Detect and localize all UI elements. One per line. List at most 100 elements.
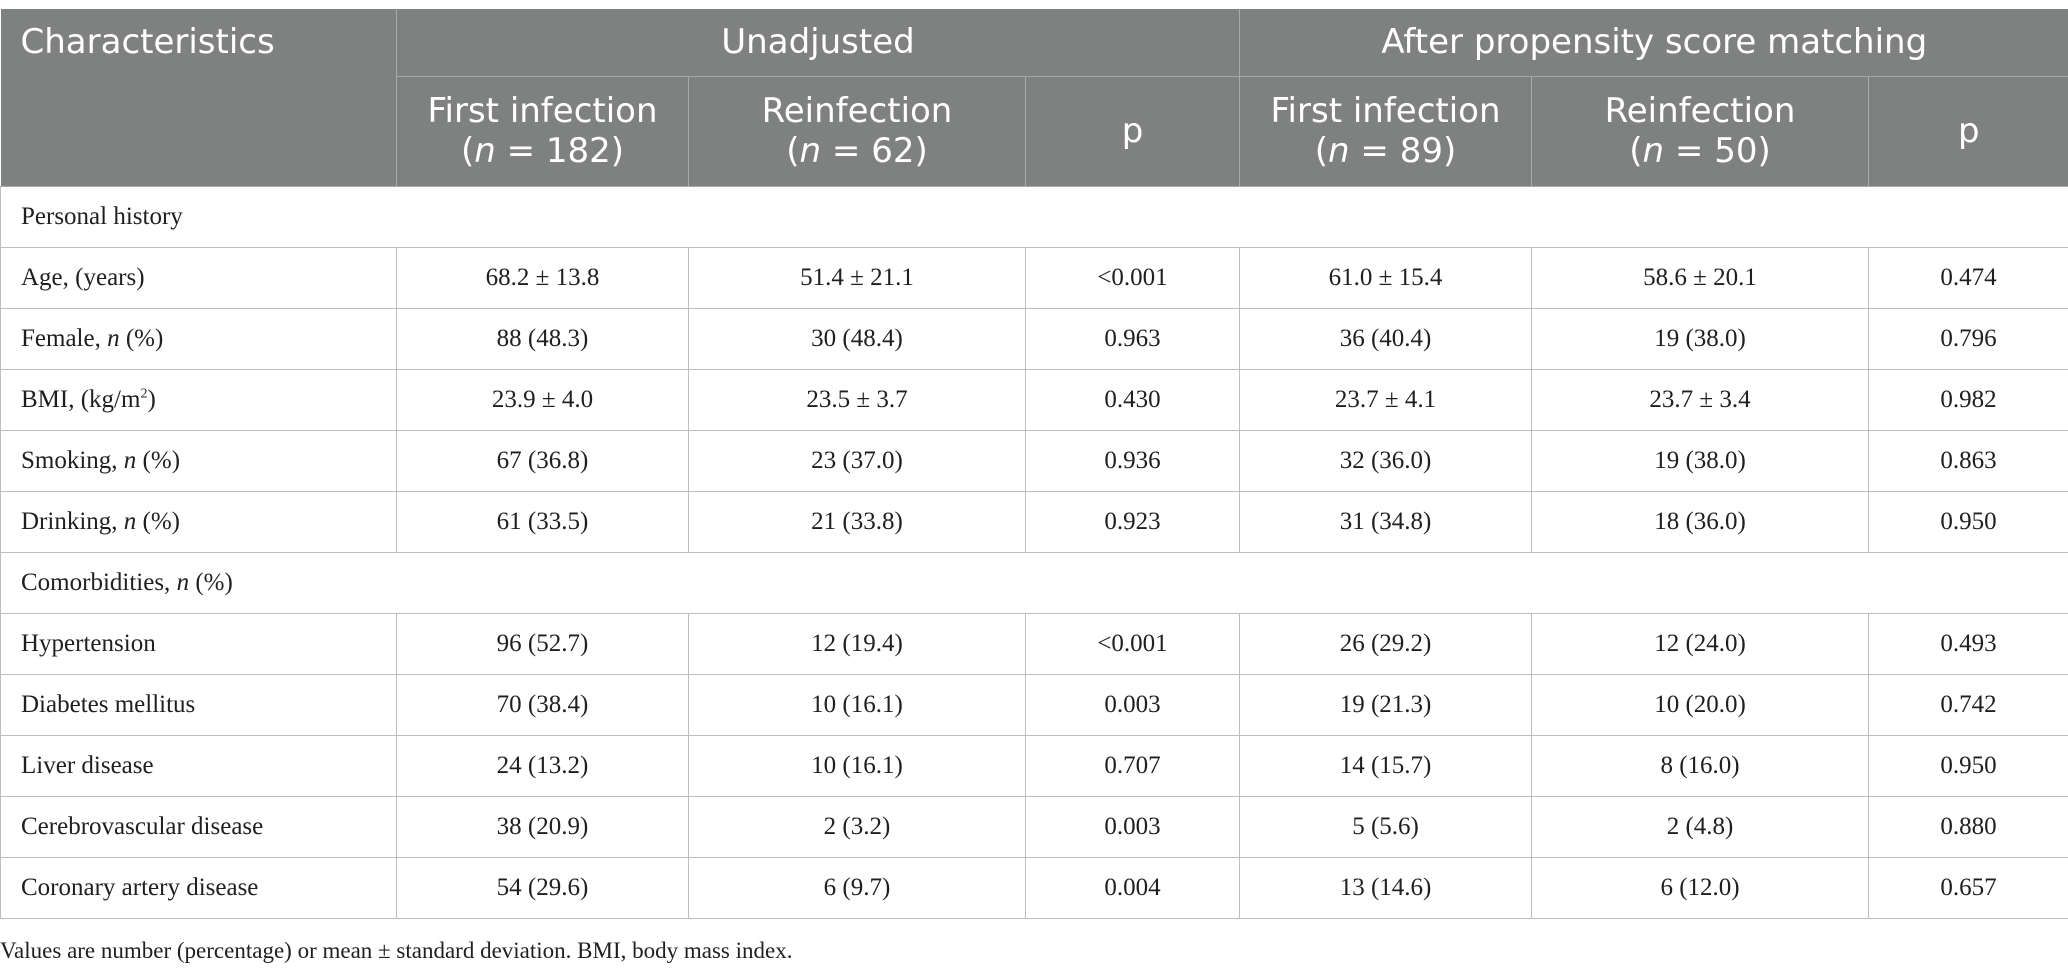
cell-p2: 0.657: [1868, 857, 2068, 919]
cell-p2: 0.950: [1868, 735, 2068, 797]
header-n: (n = 62): [786, 131, 928, 171]
section-personal-history: Personal history: [0, 186, 2068, 248]
row-label: Age, (years): [0, 247, 397, 309]
label-text: Liver disease: [21, 751, 154, 779]
cell-p2: 0.493: [1868, 613, 2068, 675]
cell-p1: 0.430: [1025, 369, 1241, 431]
label-text: BMI, (kg/m: [21, 385, 141, 413]
header-characteristics: Characteristics: [0, 9, 397, 187]
cell-v3: 14 (15.7): [1239, 735, 1533, 797]
cell-v4: 2 (4.8): [1531, 796, 1870, 858]
cell-p2: 0.982: [1868, 369, 2068, 431]
cell-v4: 19 (38.0): [1531, 430, 1870, 492]
label-text: Cerebrovascular disease: [21, 812, 264, 840]
header-n: (n = 50): [1629, 131, 1771, 171]
cell-v2: 51.4 ± 21.1: [688, 247, 1026, 309]
label-text: Hypertension: [21, 629, 156, 657]
cell-v1: 24 (13.2): [396, 735, 689, 797]
row-label: Hypertension: [0, 613, 397, 675]
section-label: Comorbidities, n (%): [0, 552, 2068, 614]
cell-v4: 23.7 ± 3.4: [1531, 369, 1870, 431]
cell-v4: 6 (12.0): [1531, 857, 1870, 919]
n-symbol: n: [1328, 131, 1350, 171]
cell-p1: 0.936: [1025, 430, 1241, 492]
header-unadj-reinfection: Reinfection (n = 62): [688, 76, 1026, 187]
cell-v4: 10 (20.0): [1531, 674, 1870, 736]
row-label: Cerebrovascular disease: [0, 796, 397, 858]
table-row: Cerebrovascular disease 38 (20.9) 2 (3.2) 0…: [0, 796, 2068, 858]
cell-v3: 31 (34.8): [1239, 491, 1533, 553]
cell-v2: 12 (19.4): [688, 613, 1026, 675]
cell-v2: 23.5 ± 3.7: [688, 369, 1026, 431]
label-text: (%): [119, 324, 164, 352]
cell-v4: 18 (36.0): [1531, 491, 1870, 553]
cell-v2: 21 (33.8): [688, 491, 1026, 553]
cell-v2: 6 (9.7): [688, 857, 1026, 919]
table-footnote: Values are number (percentage) or mean ±…: [0, 938, 793, 963]
cell-p1: <0.001: [1025, 613, 1241, 675]
n-symbol: n: [123, 507, 137, 535]
table-row: Coronary artery disease 54 (29.6) 6 (9.7) 0…: [0, 857, 2068, 919]
row-label: Smoking, n (%): [0, 430, 397, 492]
cell-v3: 19 (21.3): [1239, 674, 1533, 736]
cell-v1: 88 (48.3): [396, 308, 689, 370]
cell-v2: 10 (16.1): [688, 674, 1026, 736]
header-psm-p: p: [1868, 76, 2068, 187]
n-symbol: n: [1642, 131, 1665, 171]
superscript: 2: [140, 386, 148, 402]
cell-v1: 23.9 ± 4.0: [396, 369, 689, 431]
cell-p1: 0.963: [1025, 308, 1241, 370]
section-text: Personal history: [21, 202, 183, 230]
n-symbol: n: [799, 131, 822, 171]
table-row: Smoking, n (%) 67 (36.8) 23 (37.0) 0.936 32 …: [0, 430, 2068, 492]
header-n: (n = 89): [1314, 131, 1457, 171]
label-text: Female,: [21, 324, 108, 352]
cell-v3: 13 (14.6): [1239, 857, 1533, 919]
label-text: Diabetes mellitus: [21, 690, 196, 718]
row-label: Female, n (%): [0, 308, 397, 370]
section-comorbidities: Comorbidities, n (%): [0, 552, 2068, 614]
n-value: = 89): [1360, 131, 1457, 171]
cell-v4: 8 (16.0): [1531, 735, 1870, 797]
header-psm-first-infection: First infection (n = 89): [1239, 76, 1533, 187]
section-text: Comorbidities,: [21, 568, 177, 596]
cell-v1: 54 (29.6): [396, 857, 689, 919]
header-unadj-p: p: [1025, 76, 1241, 187]
table-row: Hypertension 96 (52.7) 12 (19.4) <0.001 26 (…: [0, 613, 2068, 675]
header-after-psm: After propensity score matching: [1239, 9, 2068, 77]
cell-v3: 26 (29.2): [1239, 613, 1533, 675]
header-row-columns: First infection (n = 182) Reinfection (n…: [1, 76, 2068, 187]
cell-v1: 96 (52.7): [396, 613, 689, 675]
label-text: Coronary artery disease: [21, 873, 259, 901]
cell-p1: 0.707: [1025, 735, 1241, 797]
cell-v1: 68.2 ± 13.8: [396, 247, 689, 309]
table-row: Female, n (%) 88 (48.3) 30 (48.4) 0.963 36 (…: [0, 308, 2068, 370]
header-unadj-first-infection: First infection (n = 182): [396, 76, 689, 187]
cell-p1: 0.004: [1025, 857, 1241, 919]
n-symbol: n: [123, 446, 137, 474]
table-row: BMI, (kg/m2) 23.9 ± 4.0 23.5 ± 3.7 0.430 23.…: [0, 369, 2068, 431]
row-label: Diabetes mellitus: [0, 674, 397, 736]
header-unadjusted: Unadjusted: [396, 9, 1241, 77]
cell-p1: <0.001: [1025, 247, 1241, 309]
cell-v4: 58.6 ± 20.1: [1531, 247, 1870, 309]
cell-v4: 12 (24.0): [1531, 613, 1870, 675]
cell-v1: 38 (20.9): [396, 796, 689, 858]
cell-p2: 0.742: [1868, 674, 2068, 736]
cell-p1: 0.003: [1025, 674, 1241, 736]
cell-p2: 0.950: [1868, 491, 2068, 553]
cell-v3: 32 (36.0): [1239, 430, 1533, 492]
cell-v2: 10 (16.1): [688, 735, 1026, 797]
cell-v3: 5 (5.6): [1239, 796, 1533, 858]
cell-v2: 2 (3.2): [688, 796, 1026, 858]
characteristics-table: Characteristics Unadjusted After propens…: [0, 9, 2068, 919]
n-symbol: n: [474, 131, 496, 171]
header-label: Reinfection: [761, 91, 953, 131]
label-text: Drinking,: [21, 507, 124, 535]
cell-v2: 23 (37.0): [688, 430, 1026, 492]
label-text: Age, (years): [21, 263, 145, 291]
cell-p2: 0.863: [1868, 430, 2068, 492]
table-row: Diabetes mellitus 70 (38.4) 10 (16.1) 0.003…: [0, 674, 2068, 736]
label-text: ): [147, 385, 156, 413]
cell-p2: 0.880: [1868, 796, 2068, 858]
